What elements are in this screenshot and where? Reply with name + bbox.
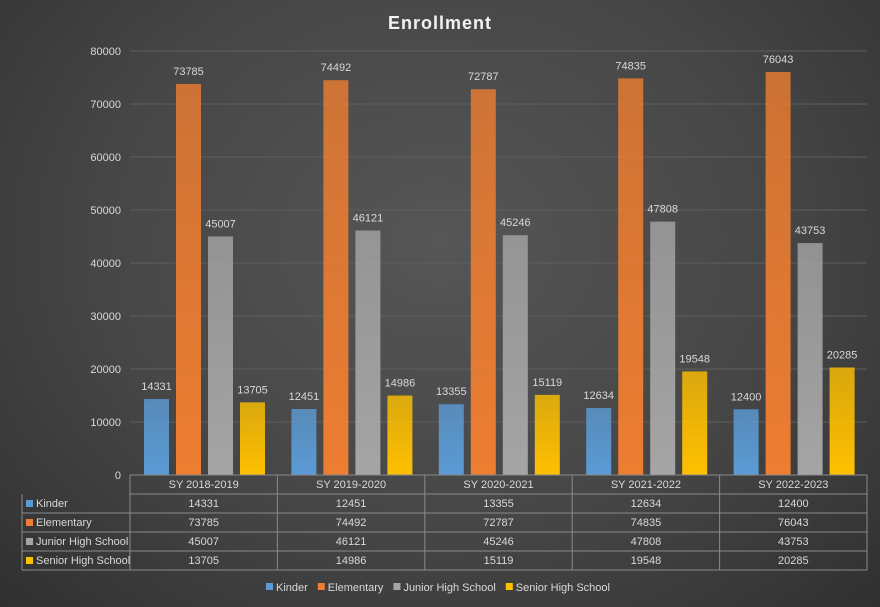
table-cell: 76043 [778, 517, 809, 529]
table-cell: 74835 [631, 517, 662, 529]
bar-senior-high-school [387, 395, 413, 475]
data-label: 45007 [205, 218, 236, 230]
table-cell: 12451 [336, 498, 367, 510]
y-tick-label: 70000 [90, 99, 121, 111]
y-tick-label: 20000 [90, 364, 121, 376]
legend-key-icon [26, 538, 33, 545]
bar-elementary [618, 78, 644, 475]
table-cell: 12634 [631, 498, 662, 510]
y-tick-label: 50000 [90, 205, 121, 217]
bar-elementary [470, 89, 496, 476]
bar-kinder [291, 409, 317, 475]
legend-item: Junior High School [403, 582, 495, 594]
table-cell: 43753 [778, 536, 809, 548]
row-label: Kinder [36, 498, 68, 510]
legend: Kinder Elementary Junior High School Senior… [266, 582, 610, 594]
legend-item: Elementary [328, 582, 384, 594]
legend-swatch-icon [317, 583, 325, 590]
legend-item: Senior High School [516, 582, 610, 594]
bar-kinder [438, 404, 464, 475]
table-cell: 15119 [484, 555, 514, 567]
bar-junior-high-school [355, 230, 381, 475]
data-label: 12451 [289, 391, 320, 403]
legend-swatch-icon [393, 583, 401, 590]
y-tick-label: 10000 [90, 417, 121, 429]
bar-elementary [323, 80, 349, 476]
chart-title: Enrollment [388, 13, 492, 33]
legend-swatch-icon [266, 583, 273, 590]
table-cell: 13705 [188, 555, 219, 567]
y-tick-label: 40000 [90, 258, 121, 270]
row-label: Senior High School [36, 555, 130, 567]
bar-kinder [586, 408, 612, 475]
table-cell: 45246 [483, 536, 514, 548]
bar-junior-high-school [650, 221, 676, 475]
legend-key-icon [26, 557, 33, 564]
data-label: 73785 [173, 66, 204, 78]
bar-kinder [733, 409, 759, 475]
y-tick-label: 80000 [90, 46, 121, 58]
legend-key-icon [26, 519, 33, 526]
bars [144, 71, 855, 476]
legend-key-icon [26, 500, 33, 507]
bar-kinder [144, 399, 169, 475]
table-cell: 14986 [336, 555, 367, 567]
data-label: 14986 [385, 378, 416, 390]
row-label: Elementary [36, 517, 92, 529]
data-label: 46121 [353, 213, 384, 225]
y-tick-label: 60000 [90, 152, 121, 164]
table-cell: 46121 [336, 536, 367, 548]
data-label: 15119 [532, 377, 562, 389]
table-cell: 73785 [188, 517, 219, 529]
table-cell: 72787 [483, 517, 514, 529]
table-cell: 74492 [336, 517, 367, 529]
category-label: SY 2021-2022 [611, 479, 681, 491]
bar-senior-high-school [682, 371, 708, 475]
data-label: 13355 [436, 386, 467, 398]
bar-junior-high-school [208, 236, 233, 475]
gridlines [130, 50, 867, 423]
category-label: SY 2022-2023 [758, 479, 828, 491]
table-cell: 45007 [188, 536, 219, 548]
data-label: 19548 [679, 353, 710, 365]
data-label: 20285 [827, 349, 858, 361]
data-label: 14331 [141, 381, 172, 393]
data-label: 12400 [731, 391, 762, 403]
bar-junior-high-school [797, 243, 823, 475]
data-label: 74835 [615, 60, 646, 72]
data-label: 45246 [500, 217, 531, 229]
bar-senior-high-school [829, 367, 855, 475]
data-label: 76043 [763, 54, 794, 66]
data-label: 43753 [795, 225, 826, 237]
legend-item: Kinder [276, 582, 308, 594]
table-cell: 20285 [778, 555, 809, 567]
category-label: SY 2018-2019 [169, 479, 239, 491]
y-tick-label: 0 [115, 470, 121, 482]
bar-senior-high-school [240, 402, 265, 475]
bar-senior-high-school [534, 394, 560, 475]
y-axis: 0 10000 20000 30000 40000 50000 60000 70000 8000… [90, 46, 121, 482]
table-cell: 47808 [631, 536, 662, 548]
category-label: SY 2019-2020 [316, 479, 386, 491]
legend-swatch-icon [505, 583, 513, 590]
table-cell: 13355 [483, 498, 514, 510]
table-cell: 19548 [631, 555, 662, 567]
bar-elementary [765, 71, 791, 475]
data-label: 13705 [237, 384, 268, 396]
row-label: Junior High School [36, 536, 128, 548]
category-label: SY 2020-2021 [463, 479, 533, 491]
table-cell: 12400 [778, 498, 809, 510]
y-tick-label: 30000 [90, 311, 121, 323]
data-label: 47808 [647, 204, 678, 216]
data-label: 72787 [468, 71, 499, 83]
data-labels: 14331 73785 45007 13705 12451 74492 46121 14986… [141, 54, 857, 403]
data-label: 74492 [321, 62, 352, 74]
bar-junior-high-school [502, 235, 528, 475]
data-label: 12634 [583, 390, 614, 402]
bar-elementary [176, 83, 201, 475]
table-cell: 14331 [188, 498, 219, 510]
data-table: SY 2018-2019 SY 2019-2020 SY 2020-2021 SY 2… [21, 474, 868, 571]
